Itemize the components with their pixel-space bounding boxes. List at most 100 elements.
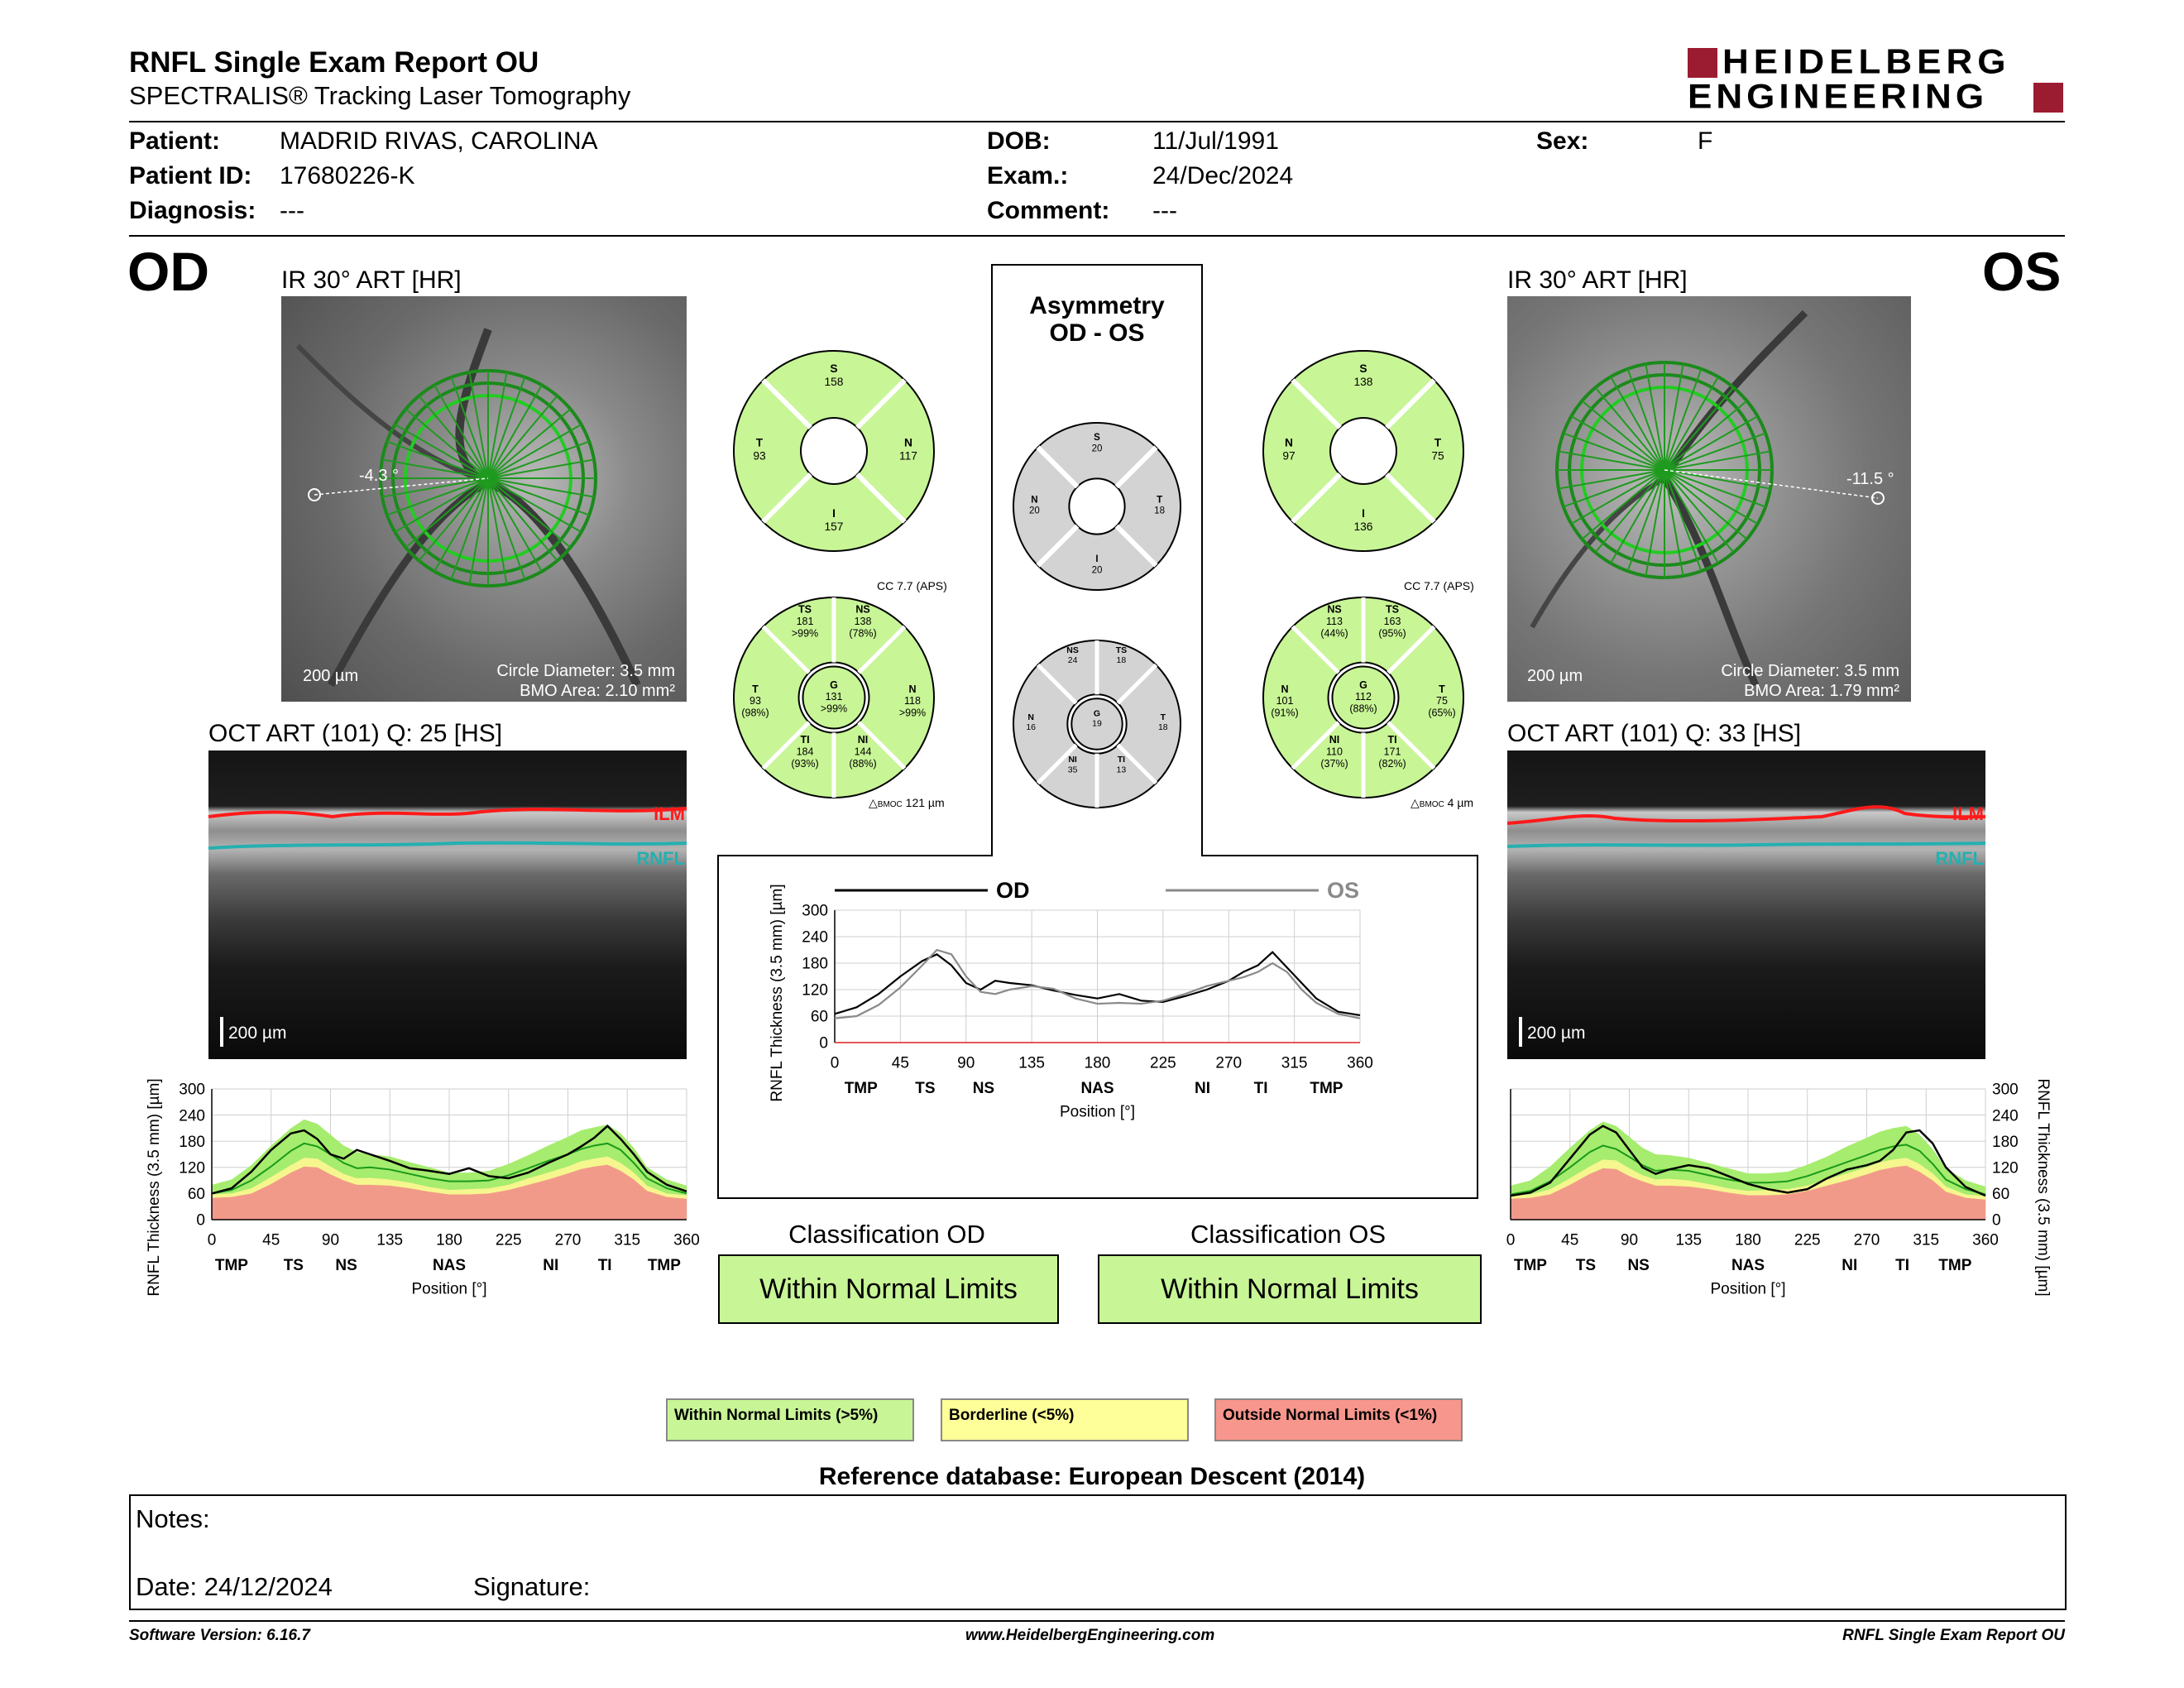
sex-value: F [1698,127,1713,155]
scan-spoke [487,477,572,549]
wheel-gap [1036,524,1080,568]
wheel-gap [1114,524,1158,568]
y-tick-label: 180 [179,1134,205,1151]
wheel-label: (98%) [741,707,769,719]
wheel-label: S [830,362,837,375]
wheel-label: I [1362,507,1365,520]
od-bmo-delta: △BMOC 121 µm [869,796,945,809]
wheel-segment [1037,422,1157,488]
diagnosis-value: --- [280,197,304,224]
scan-spoke [394,477,489,533]
footer-website[interactable]: www.HeidelbergEngineering.com [965,1627,1215,1644]
region-label: TS [915,1080,935,1097]
wheel-segment [762,350,906,429]
legend-od-label: OD [996,878,1030,903]
os-angle-handle-icon[interactable] [1871,492,1885,505]
region-label: TMP [648,1257,681,1274]
wheel-label: 138 [1354,376,1373,388]
dob-value: 11/Jul/1991 [1152,127,1279,155]
wheel-label: 110 [1326,746,1343,757]
wheel-label: 144 [855,746,872,757]
os-eye-label: OS [1982,241,2062,302]
wheel-label: (37%) [1320,758,1348,770]
sector-segment [1387,626,1464,770]
wheel-label: NI [1329,734,1340,746]
scan-spoke [381,477,489,498]
os-cc-label: CC 7.7 (APS) [1404,579,1474,592]
legend-os-label: OS [1327,878,1359,903]
wheel-segment [733,379,812,523]
wheel-segment [762,472,906,552]
sector-gap [1116,743,1158,785]
y-tick-label: 180 [802,956,828,973]
wheel-label: 75 [1436,695,1448,707]
od-ir-title: IR 30° ART [HR] [281,266,462,294]
scan-spoke [1581,469,1665,540]
wheel-label: 171 [1384,746,1401,757]
wheel-gap [761,378,812,429]
y-tick-label: 60 [188,1186,205,1203]
scan-spoke [1610,469,1665,564]
sex-label: Sex: [1536,127,1589,155]
y-tick-label: 300 [179,1081,205,1099]
region-label: TS [284,1257,304,1274]
notes-box[interactable]: Notes: Date: 24/12/2024 Signature: [129,1494,2067,1610]
scan-spoke [386,477,489,516]
y-tick-label: 240 [179,1107,205,1125]
footer-report-name: RNFL Single Exam Report OU [1842,1627,2065,1644]
scan-spoke [487,477,595,498]
exam-label: Exam.: [987,162,1069,189]
wheel-label: S [1359,362,1367,375]
scan-spoke [1664,469,1759,525]
scan-spoke [487,424,582,479]
x-tick-label: 225 [496,1231,522,1249]
band-outside-normal [1511,1165,1985,1220]
os-bmo-area: BMO Area: 1.79 mm² [1744,682,1899,700]
wheel-label: (88%) [849,758,876,770]
os-scale-label: 200 µm [1527,667,1583,685]
x-tick-label: 45 [1561,1231,1578,1249]
od-angle-handle-icon[interactable] [308,488,321,501]
os-oct-scale-bar [1519,1017,1522,1047]
patient-name: MADRID RIVAS, CAROLINA [280,127,598,155]
series-line-os [834,948,1361,1019]
patient-id-label: Patient ID: [129,162,252,189]
os-ir-title: IR 30° ART [HR] [1507,266,1688,294]
reference-database: Reference database: European Descent (20… [818,1463,1366,1490]
od-bmo-delta-value: 121 µm [905,796,945,809]
patient-divider [129,235,2065,237]
sector-gap [1291,721,1340,770]
scan-spoke [1664,363,1684,471]
wheel-segment [1037,525,1157,591]
os-oct-title: OCT ART (101) Q: 33 [HS] [1507,720,1802,747]
wheel-label: 163 [1384,616,1401,627]
x-tick-label: 315 [1913,1231,1939,1249]
wheel-label: TI [1387,734,1396,746]
normal-mean-line [1510,1144,1986,1196]
y-axis-label: RNFL Thickness (3.5 mm) [µm] [769,884,786,1101]
od-ilm-line [208,807,687,819]
x-tick-label: 0 [1506,1231,1516,1249]
scan-spoke [487,408,572,479]
x-tick-label: 360 [673,1231,700,1249]
wheel-label: (91%) [1271,707,1298,719]
wheel-label: 19 [1092,719,1102,729]
wheel-label: N [1031,495,1037,505]
wheel-segment [855,379,935,523]
region-label: NS [1627,1257,1649,1274]
wheel-label: (95%) [1378,627,1406,639]
os-oct-scale-label: 200 µm [1527,1024,1586,1043]
scan-spoke [487,384,543,479]
wheel-label: 35 [1068,765,1078,774]
sector-gap [761,625,811,674]
x-tick-label: 225 [1150,1054,1176,1072]
od-scale-label: 200 µm [303,667,359,685]
od-rnfl-line [208,841,687,850]
scan-spoke [381,458,489,479]
scan-spoke [386,440,489,479]
region-label: TMP [215,1257,248,1274]
wheel-label: N [1027,712,1034,722]
